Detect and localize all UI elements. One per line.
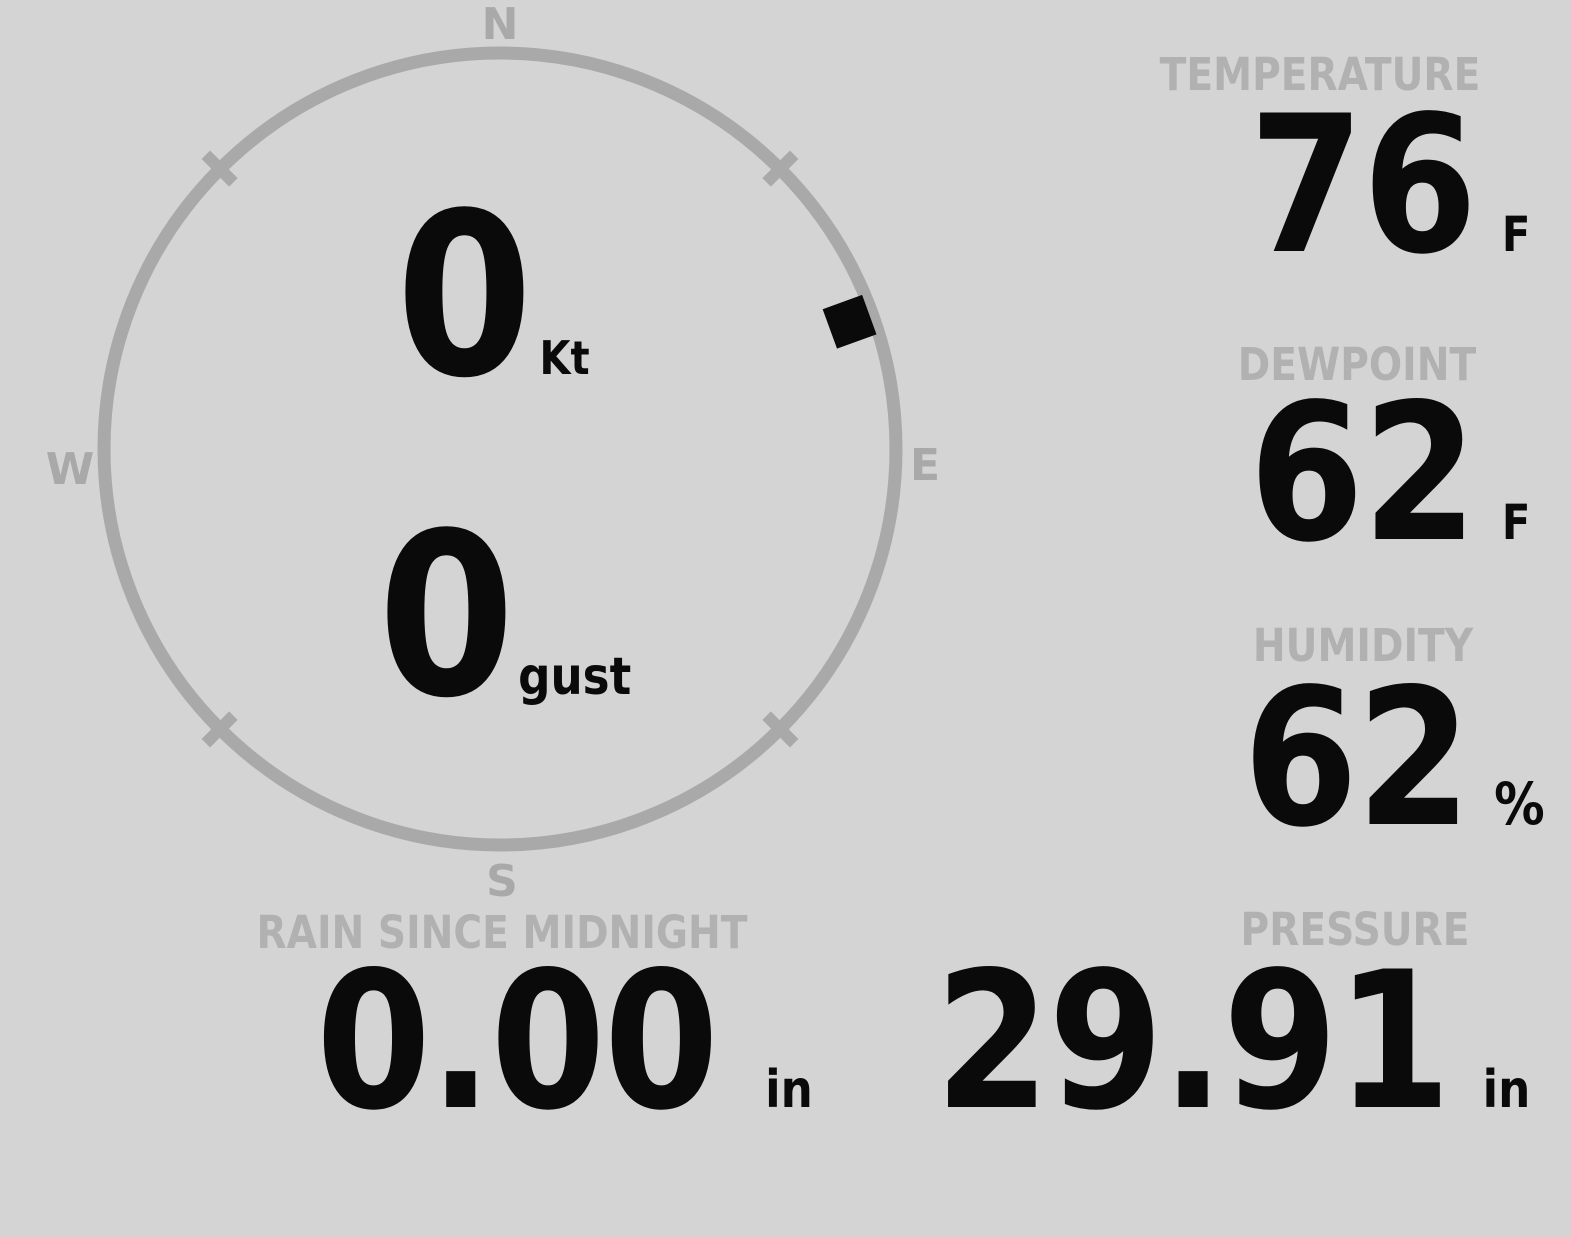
rain-since-midnight-label: RAIN SINCE MIDNIGHT (256, 906, 748, 959)
humidity-label: HUMIDITY (1252, 619, 1474, 672)
dewpoint-value: 62 (1248, 363, 1477, 584)
compass-tick-ne (762, 150, 799, 187)
wind-speed-value: 0 (396, 165, 533, 428)
wind-speed-readout: 0 Kt (396, 184, 590, 410)
dewpoint-label: DEWPOINT (1237, 338, 1477, 391)
cardinal-south: S (486, 856, 518, 907)
cardinal-east: E (909, 440, 941, 491)
wind-gust-readout: 0 gust (378, 504, 631, 730)
dewpoint-readout: 62 F (1249, 379, 1530, 569)
cardinal-north: N (481, 0, 519, 50)
compass-ring (97, 46, 903, 852)
pressure-readout: 29.91 in (935, 947, 1530, 1137)
temperature-unit: F (1501, 207, 1530, 263)
wind-speed-unit: Kt (539, 331, 590, 385)
wind-gust-value: 0 (378, 485, 515, 748)
wind-gust-unit: gust (518, 647, 632, 707)
humidity-unit: % (1494, 770, 1545, 838)
dewpoint-unit: F (1501, 495, 1530, 551)
pressure-label: PRESSURE (1240, 903, 1470, 956)
pressure-value: 29.91 (934, 931, 1451, 1152)
temperature-value: 76 (1248, 75, 1477, 296)
compass-tick-sw (201, 711, 238, 748)
pressure-unit: in (1482, 1060, 1530, 1120)
rain-since-midnight-readout: 0.00 in (316, 947, 813, 1137)
compass-tick-nw (201, 150, 238, 187)
humidity-readout: 62 % (1243, 664, 1545, 854)
temperature-label: TEMPERATURE (1159, 48, 1481, 101)
temperature-readout: 76 F (1249, 91, 1530, 281)
cardinal-west: W (45, 444, 95, 495)
wind-direction-marker (822, 294, 877, 349)
rain-since-midnight-value: 0.00 (316, 931, 719, 1152)
compass-tick-se (762, 711, 799, 748)
humidity-value: 62 (1243, 648, 1471, 869)
rain-since-midnight-unit: in (765, 1060, 813, 1120)
